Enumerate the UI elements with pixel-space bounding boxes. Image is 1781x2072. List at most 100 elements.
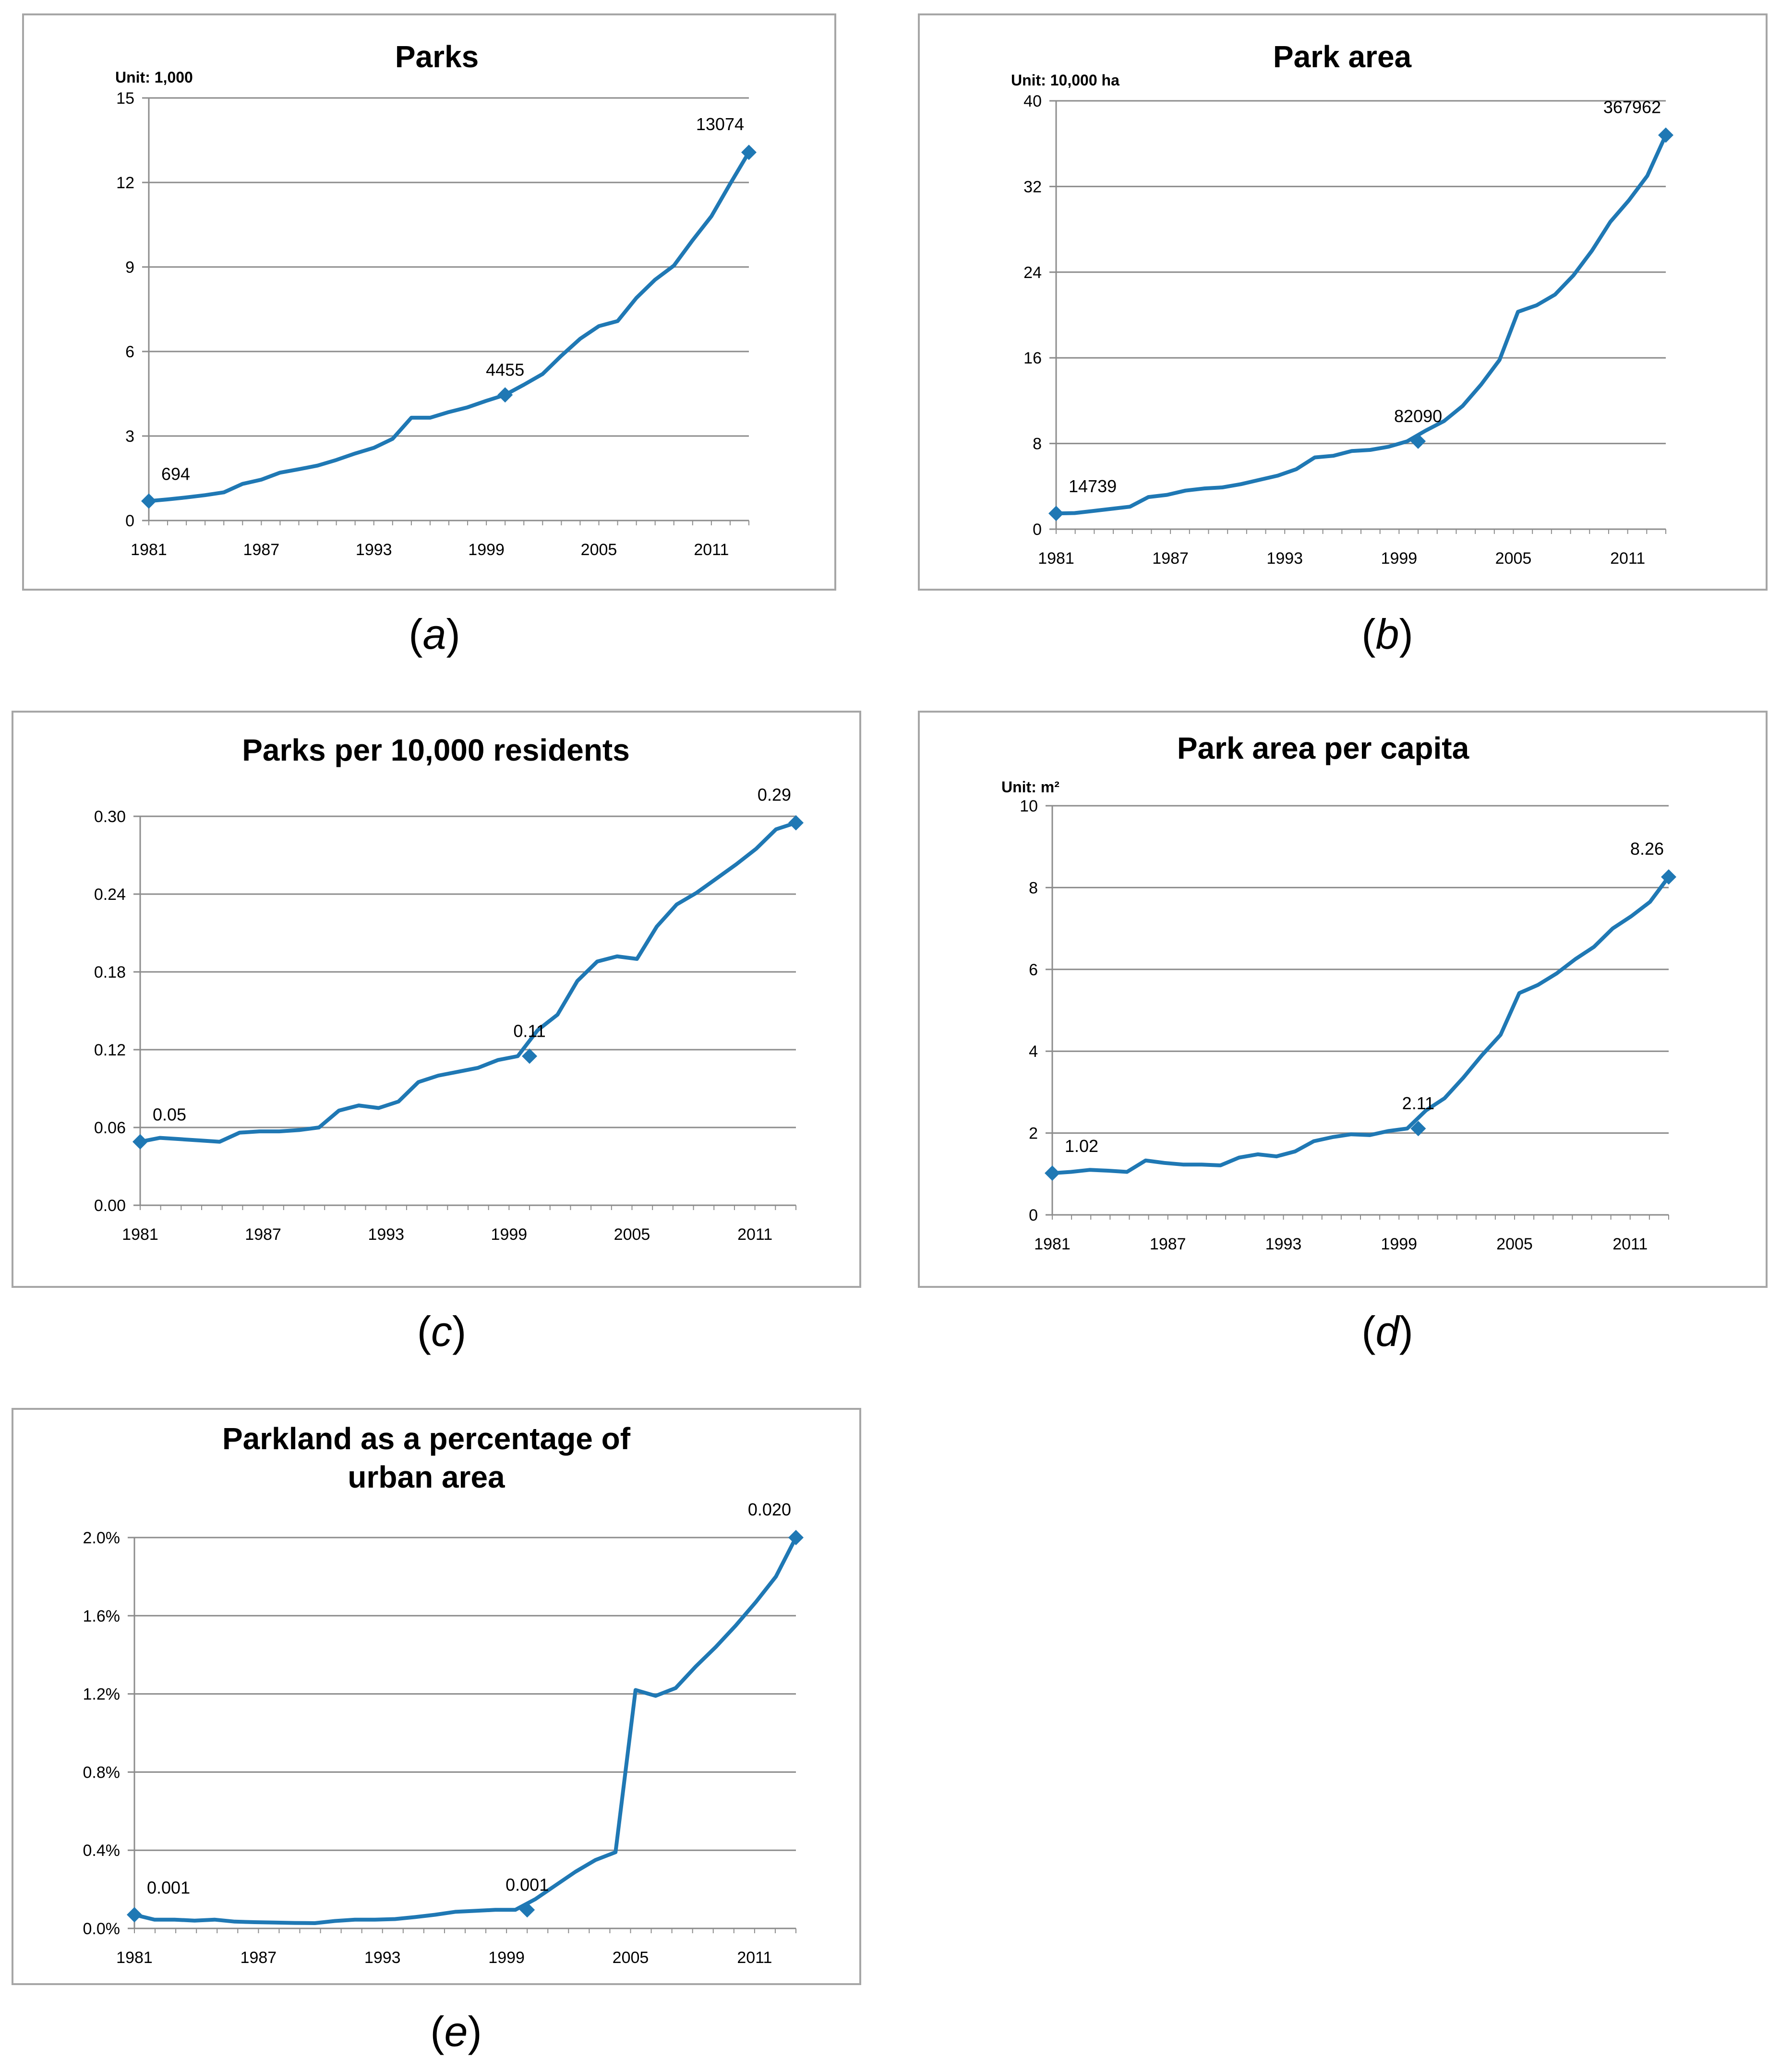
caption-open-paren: ( (417, 1308, 431, 1355)
data-label: 8.26 (1630, 839, 1664, 859)
x-tick-label: 1999 (1381, 549, 1418, 568)
y-tick-label: 40 (1023, 92, 1042, 110)
chart-panel-parkland-percentage: Parkland as a percentage of urban area 0.0… (12, 1408, 861, 1985)
y-tick-label: 3 (125, 427, 134, 446)
x-tick-label: 1993 (356, 541, 392, 559)
x-tick-label: 1993 (364, 1949, 401, 1967)
park-area-chart: Park area Unit: 10,000 ha 0 8 16 24 32 40 1981 19… (1011, 39, 1673, 568)
y-tick-label: 1.2% (83, 1685, 120, 1704)
data-label: 13074 (696, 114, 744, 134)
series-line (1054, 133, 1668, 516)
caption-b: (b) (1315, 610, 1459, 659)
y-tick-label: 8 (1033, 435, 1042, 453)
y-tick-label: 16 (1023, 349, 1042, 367)
data-point-marker (522, 1048, 538, 1064)
x-tick-label: 1999 (488, 1949, 525, 1967)
chart-title: Parkland as a percentage of (222, 1421, 631, 1456)
unit-label: Unit: m² (1001, 778, 1059, 796)
caption-open-paren: ( (430, 2008, 445, 2055)
data-point-marker (741, 145, 757, 160)
parks-per-residents-chart: Parks per 10,000 residents 0.00 0.06 0.12 0.… (94, 733, 804, 1244)
data-point-marker (127, 1907, 142, 1923)
caption-open-paren: ( (1361, 610, 1376, 658)
y-tick-label: 6 (1029, 961, 1038, 979)
data-label: 694 (161, 464, 190, 484)
y-tick-label: 0.18 (94, 963, 126, 981)
x-tick-label: 1993 (1265, 1235, 1302, 1253)
y-tick-label: 8 (1029, 879, 1038, 897)
chart-title: Parks (395, 39, 479, 74)
y-tick-label: 24 (1023, 264, 1042, 282)
chart-panel-parks-per-residents: Parks per 10,000 residents 0.00 0.06 0.12 0.… (12, 711, 861, 1288)
x-tick-label: 1999 (468, 541, 505, 559)
data-label: 2.11 (1402, 1093, 1434, 1113)
x-tick-label: 2005 (613, 1949, 649, 1967)
chart-title: Park area (1273, 39, 1412, 74)
y-tick-label: 0.06 (94, 1119, 126, 1137)
x-tick-label: 2005 (614, 1225, 650, 1244)
x-tick-label: 1981 (116, 1949, 153, 1967)
series-line (1050, 875, 1671, 1175)
park-area-per-capita-chart: Park area per capita Unit: m² 0 2 4 6 8 10 1981 1… (1001, 731, 1676, 1253)
data-point-marker (141, 493, 156, 509)
caption-a: (a) (362, 610, 506, 659)
x-tick-label: 1999 (1381, 1235, 1417, 1253)
data-point-marker (1410, 1121, 1426, 1137)
y-tick-label: 0.12 (94, 1041, 126, 1059)
caption-letter: a (422, 610, 446, 658)
parkland-percentage-chart: Parkland as a percentage of urban area 0.0… (83, 1421, 804, 1967)
caption-close-paren: ) (1399, 1308, 1413, 1355)
data-label: 0.020 (748, 1500, 791, 1519)
x-tick-label: 2011 (694, 541, 729, 559)
chart-title: Park area per capita (1177, 731, 1469, 765)
caption-e: (e) (384, 2007, 528, 2056)
caption-d: (d) (1315, 1307, 1459, 1356)
y-tick-label: 6 (125, 343, 134, 361)
data-label: 0.11 (513, 1021, 545, 1041)
x-tick-label: 1987 (245, 1225, 281, 1244)
x-tick-label: 2011 (737, 1949, 772, 1967)
data-label: 0.29 (758, 785, 791, 805)
chart-panel-parks: Parks Unit: 1,000 0 3 6 9 12 15 1981 1987 1993 1999… (22, 13, 836, 591)
x-tick-label: 1981 (131, 541, 167, 559)
chart-title: Parks per 10,000 residents (242, 733, 630, 767)
series-line (138, 821, 798, 1144)
caption-close-paren: ) (1399, 610, 1413, 658)
x-tick-label: 1999 (491, 1225, 528, 1244)
chart-panel-park-area: Park area Unit: 10,000 ha 0 8 16 24 32 40 1981 19… (918, 13, 1768, 591)
y-tick-label: 15 (116, 89, 134, 108)
x-tick-label: 1981 (1038, 549, 1074, 568)
y-tick-label: 32 (1023, 178, 1042, 196)
data-point-marker (1658, 127, 1673, 143)
caption-letter: e (444, 2008, 468, 2055)
data-point-marker (788, 1530, 804, 1545)
y-tick-label: 0.24 (94, 885, 126, 904)
caption-letter: c (431, 1308, 452, 1355)
y-tick-label: 0.0% (83, 1920, 120, 1938)
y-tick-label: 0.30 (94, 808, 126, 826)
unit-label: Unit: 1,000 (115, 69, 193, 86)
x-tick-label: 2011 (1610, 549, 1645, 568)
x-tick-label: 1981 (122, 1225, 158, 1244)
data-point-marker (1048, 506, 1064, 521)
y-tick-label: 4 (1029, 1042, 1038, 1061)
data-label: 4455 (486, 360, 524, 379)
data-label: 82090 (1394, 406, 1442, 426)
data-point-marker (497, 387, 513, 403)
y-tick-label: 2.0% (83, 1529, 120, 1547)
data-label: 0.001 (505, 1875, 549, 1894)
y-tick-label: 0 (1033, 521, 1042, 539)
x-tick-label: 1981 (1034, 1235, 1071, 1253)
data-point-marker (788, 815, 804, 831)
x-tick-label: 2011 (737, 1225, 772, 1244)
y-tick-label: 9 (125, 258, 134, 277)
data-point-marker (1661, 869, 1676, 885)
caption-close-paren: ) (468, 2008, 482, 2055)
chart-title: urban area (348, 1460, 505, 1494)
caption-letter: b (1375, 610, 1399, 658)
data-point-marker (1045, 1165, 1060, 1181)
x-tick-label: 1993 (1266, 549, 1303, 568)
chart-panel-park-area-per-capita: Park area per capita Unit: m² 0 2 4 6 8 10 1981 1… (918, 711, 1768, 1288)
y-tick-label: 12 (116, 174, 134, 192)
data-label: 0.05 (153, 1105, 186, 1125)
